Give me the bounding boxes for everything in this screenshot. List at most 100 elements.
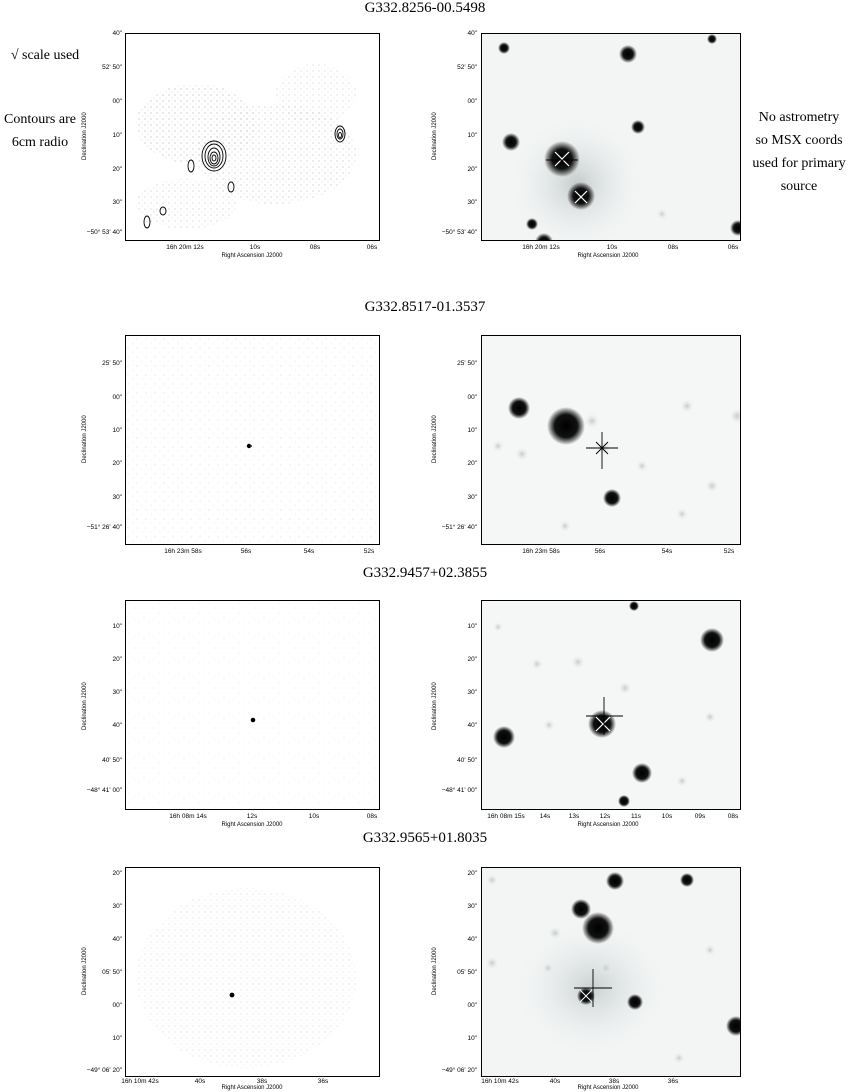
x-tick: 16h 23m 58s	[522, 548, 560, 555]
x-tick: 52s	[363, 548, 375, 555]
astrometry-note: No astrometry so MSX coords used for pri…	[748, 106, 850, 198]
x-tick: 54s	[303, 548, 315, 555]
radio-image-frame	[125, 335, 380, 545]
source-title-4: G332.9565+01.8035	[362, 830, 488, 846]
x-tick: 08s	[667, 244, 679, 251]
y-tick: 05' 50"	[102, 969, 122, 976]
contours-note-line2: 6cm radio	[11, 135, 69, 150]
y-tick: −51° 26' 40"	[441, 524, 477, 531]
x-tick: 38s	[608, 1078, 620, 1085]
y-tick: −48° 41' 00"	[441, 787, 477, 794]
y-tick: 10"	[112, 132, 122, 139]
x-tick: 54s	[661, 548, 673, 555]
x-axis-label: Right Ascension J2000	[221, 1085, 283, 1091]
radio-image	[136, 64, 356, 229]
y-tick: 30"	[467, 494, 477, 501]
infrared-image	[492, 397, 740, 532]
x-tick: 13s	[568, 813, 580, 820]
y-tick: 52' 50"	[102, 64, 122, 71]
x-axis-label: Right Ascension J2000	[221, 822, 283, 828]
y-tick: −49° 06' 20"	[86, 1067, 122, 1074]
y-tick: 00"	[467, 1002, 477, 1009]
y-tick: 20"	[112, 166, 122, 173]
x-tick: 11s	[631, 813, 641, 820]
astrometry-note-line1: No astrometry	[758, 110, 840, 125]
y-tick: 25' 50"	[102, 360, 122, 367]
y-tick: 40"	[467, 936, 477, 943]
x-tick: 08s	[309, 244, 321, 251]
y-tick: 30"	[112, 689, 122, 696]
x-tick: 40s	[549, 1078, 561, 1085]
x-tick: 12s	[599, 813, 611, 820]
y-tick: 20"	[467, 166, 477, 173]
infrared-image-frame	[481, 867, 741, 1077]
y-tick: 10"	[467, 132, 477, 139]
x-tick: 16h 23m 58s	[164, 548, 202, 555]
y-tick: 20"	[467, 870, 477, 877]
y-tick: −50° 53' 40"	[86, 229, 122, 236]
x-tick: 16h 10m 42s	[121, 1078, 159, 1085]
y-tick: 00"	[467, 394, 477, 401]
source-title-1: G332.8256-00.5498	[364, 0, 486, 16]
contours-note-line1: Contours are	[4, 112, 76, 127]
y-tick: 40' 50"	[457, 757, 477, 764]
y-axis-label: Declination J2000	[432, 415, 438, 463]
y-tick: 30"	[467, 689, 477, 696]
x-tick: 08s	[727, 813, 739, 820]
y-axis-label: Declination J2000	[82, 415, 88, 463]
y-tick: 40"	[112, 722, 122, 729]
y-tick: −51° 26' 40"	[86, 524, 122, 531]
y-tick: 00"	[467, 98, 477, 105]
x-axis-label: Right Ascension J2000	[221, 253, 283, 259]
y-tick: 10"	[112, 427, 122, 434]
source-title-3: G332.9457+02.3855	[362, 565, 488, 581]
y-tick: 20"	[112, 460, 122, 467]
infrared-image	[498, 34, 740, 240]
y-tick: 20"	[112, 870, 122, 877]
x-tick: 16h 08m 15s	[487, 813, 525, 820]
astrometry-note-line2: so MSX coords	[755, 133, 843, 148]
radio-image	[126, 601, 379, 809]
x-tick: 56s	[594, 548, 606, 555]
x-tick: 36s	[667, 1078, 679, 1085]
x-tick: 06s	[727, 244, 739, 251]
scale-note: √ scale used	[10, 48, 80, 63]
x-tick: 16h 20m 12s	[522, 244, 560, 251]
y-tick: 30"	[112, 199, 122, 206]
y-tick: 10"	[467, 1035, 477, 1042]
x-tick: 10s	[606, 244, 618, 251]
x-tick: 14s	[539, 813, 551, 820]
y-tick: −49° 06' 20"	[441, 1067, 477, 1074]
x-tick: 52s	[723, 548, 735, 555]
x-tick: 16h 08m 14s	[169, 813, 207, 820]
y-tick: 40' 50"	[102, 757, 122, 764]
x-tick: 09s	[694, 813, 706, 820]
x-axis-label: Right Ascension J2000	[577, 822, 639, 828]
infrared-image	[493, 601, 724, 807]
x-axis-label: Right Ascension J2000	[577, 1085, 639, 1091]
x-tick: 40s	[194, 1078, 206, 1085]
infrared-image	[485, 872, 740, 1064]
radio-image-frame	[125, 867, 380, 1077]
astrometry-note-line4: source	[780, 179, 818, 194]
y-tick: 10"	[467, 623, 477, 630]
radio-image	[136, 888, 356, 1068]
x-tick: 10s	[249, 244, 261, 251]
radio-image	[126, 336, 379, 544]
contours-note: Contours are 6cm radio	[0, 108, 80, 154]
y-tick: 05' 50"	[457, 969, 477, 976]
y-tick: 25' 50"	[457, 360, 477, 367]
infrared-image-frame	[481, 33, 741, 241]
x-tick: 06s	[366, 244, 378, 251]
y-tick: −48° 41' 00"	[86, 787, 122, 794]
infrared-image-frame	[481, 600, 741, 810]
y-tick: 20"	[467, 460, 477, 467]
x-tick: 56s	[240, 548, 252, 555]
y-tick: 00"	[112, 1002, 122, 1009]
x-tick: 38s	[256, 1078, 268, 1085]
x-tick: 10s	[661, 813, 673, 820]
y-tick: 00"	[112, 394, 122, 401]
x-tick: 10s	[308, 813, 320, 820]
x-tick: 12s	[246, 813, 258, 820]
radio-image-frame	[125, 33, 380, 241]
